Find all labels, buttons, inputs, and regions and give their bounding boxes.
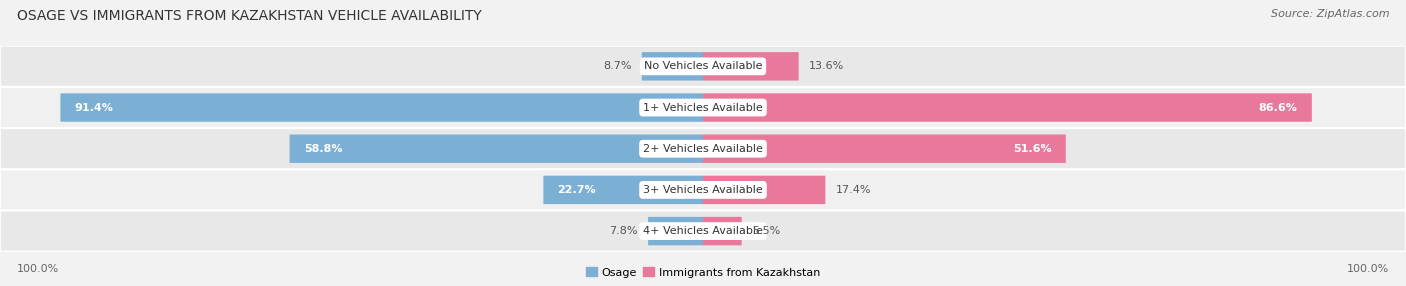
Text: 22.7%: 22.7% — [558, 185, 596, 195]
FancyBboxPatch shape — [641, 52, 703, 81]
FancyBboxPatch shape — [0, 169, 1406, 210]
Text: 58.8%: 58.8% — [304, 144, 342, 154]
FancyBboxPatch shape — [648, 217, 703, 245]
Text: No Vehicles Available: No Vehicles Available — [644, 61, 762, 71]
FancyBboxPatch shape — [290, 134, 703, 163]
FancyBboxPatch shape — [0, 46, 1406, 87]
FancyBboxPatch shape — [0, 87, 1406, 128]
FancyBboxPatch shape — [703, 176, 825, 204]
Text: 100.0%: 100.0% — [1347, 264, 1389, 274]
Text: 13.6%: 13.6% — [810, 61, 845, 71]
FancyBboxPatch shape — [703, 52, 799, 81]
Text: 100.0%: 100.0% — [17, 264, 59, 274]
Text: 5.5%: 5.5% — [752, 226, 780, 236]
FancyBboxPatch shape — [703, 134, 1066, 163]
Text: Source: ZipAtlas.com: Source: ZipAtlas.com — [1271, 9, 1389, 19]
FancyBboxPatch shape — [60, 93, 703, 122]
Text: 1+ Vehicles Available: 1+ Vehicles Available — [643, 103, 763, 112]
Text: OSAGE VS IMMIGRANTS FROM KAZAKHSTAN VEHICLE AVAILABILITY: OSAGE VS IMMIGRANTS FROM KAZAKHSTAN VEHI… — [17, 9, 482, 23]
Text: 4+ Vehicles Available: 4+ Vehicles Available — [643, 226, 763, 236]
FancyBboxPatch shape — [703, 217, 742, 245]
FancyBboxPatch shape — [0, 210, 1406, 252]
Text: 91.4%: 91.4% — [75, 103, 114, 112]
FancyBboxPatch shape — [543, 176, 703, 204]
FancyBboxPatch shape — [0, 128, 1406, 169]
Text: 3+ Vehicles Available: 3+ Vehicles Available — [643, 185, 763, 195]
Text: 7.8%: 7.8% — [609, 226, 638, 236]
FancyBboxPatch shape — [703, 93, 1312, 122]
Legend: Osage, Immigrants from Kazakhstan: Osage, Immigrants from Kazakhstan — [586, 267, 820, 278]
Text: 2+ Vehicles Available: 2+ Vehicles Available — [643, 144, 763, 154]
Text: 17.4%: 17.4% — [835, 185, 872, 195]
Text: 51.6%: 51.6% — [1014, 144, 1052, 154]
Text: 86.6%: 86.6% — [1258, 103, 1298, 112]
Text: 8.7%: 8.7% — [603, 61, 631, 71]
